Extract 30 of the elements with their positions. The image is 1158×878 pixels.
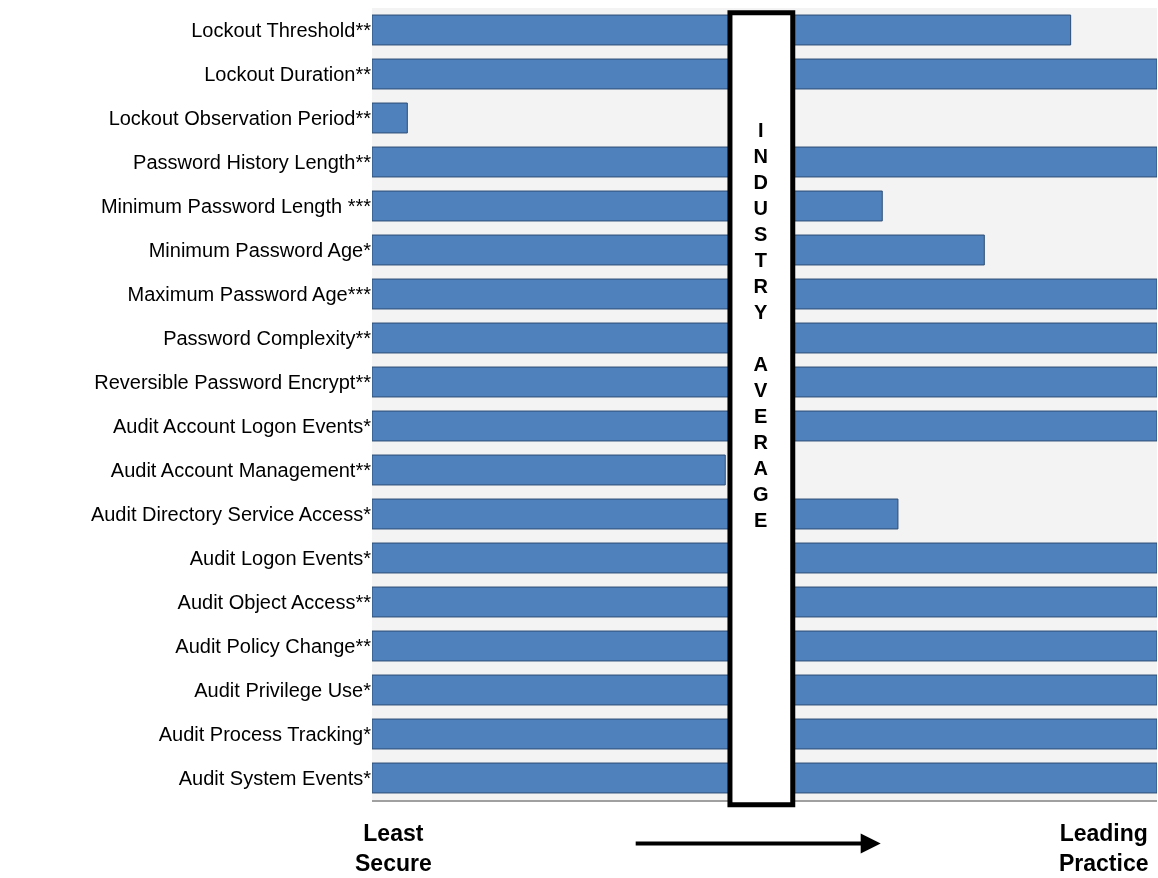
bar	[372, 762, 1157, 794]
y-tick-label: Audit Privilege Use*	[194, 679, 372, 701]
bar	[372, 718, 1157, 750]
y-tick-label: Reversible Password Encrypt**	[94, 371, 372, 393]
text: Leading Practice	[1059, 820, 1149, 876]
y-tick-label: Audit Account Management**	[110, 459, 372, 481]
bar	[372, 102, 408, 134]
bar	[372, 586, 1157, 618]
y-tick-label: Audit Process Tracking*	[158, 723, 372, 745]
y-tick-label: Audit Object Access**	[177, 591, 372, 613]
y-tick-label: Password History Length**	[133, 151, 372, 173]
y-tick-label: Audit System Events*	[178, 767, 372, 789]
y-tick-label: Minimum Password Length ***	[100, 195, 372, 217]
bar	[372, 322, 1157, 354]
y-tick-label: Lockout Threshold**	[191, 19, 372, 41]
bar	[372, 630, 1157, 662]
y-tick-label: Audit Policy Change**	[175, 635, 372, 657]
y-tick-label: Minimum Password Age*	[148, 239, 372, 261]
y-tick-label: Maximum Password Age***	[127, 283, 372, 305]
y-tick-label: Lockout Duration**	[204, 63, 372, 85]
bar	[372, 542, 1157, 574]
y-tick-label: Password Complexity**	[163, 327, 372, 349]
y-tick-label: Audit Directory Service Access*	[90, 503, 372, 525]
text: Least Secure	[355, 820, 432, 876]
y-tick-label: Lockout Observation Period**	[108, 107, 372, 129]
y-tick-label: Audit Account Logon Events*	[113, 415, 372, 437]
text: INDUSTRY AVERAGE	[753, 119, 769, 531]
bar	[372, 454, 726, 486]
bar	[372, 674, 1157, 706]
y-tick-label: Audit Logon Events*	[189, 547, 372, 569]
